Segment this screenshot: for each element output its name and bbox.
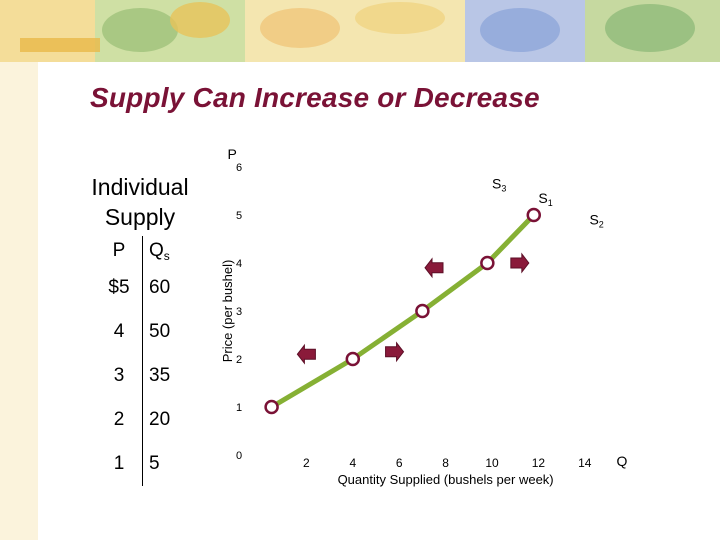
supply-point-marker: [415, 303, 430, 319]
supply-point-marker: [345, 351, 361, 367]
supply-point-marker: [526, 207, 542, 223]
quantity-cell: 5: [149, 453, 160, 474]
y-tick-label: 4: [236, 258, 242, 270]
y-tick-label: 5: [236, 210, 242, 222]
curve-label: S1: [538, 190, 552, 208]
x-tick-label: 6: [396, 456, 403, 470]
decorative-banner: [0, 0, 720, 62]
curve-label: S3: [492, 176, 506, 194]
x-tick-label: 2: [303, 456, 310, 470]
supply-curve-line: [269, 212, 537, 410]
supply-schedule-table: P Qs $5 60 4 50 3 35 2 20 1 5: [96, 236, 195, 486]
x-tick-label: 8: [442, 456, 449, 470]
x-tick-label: 14: [578, 456, 592, 470]
quantity-column-header: Qs: [143, 236, 196, 266]
curve-label-subscript: 3: [501, 184, 506, 194]
price-cell: 2: [96, 398, 143, 442]
table-row: 4 50: [96, 310, 195, 354]
y-axis-letter: P: [227, 146, 236, 162]
quantity-cell: 60: [149, 277, 171, 298]
x-tick-label: 10: [485, 456, 499, 470]
shift-left-arrow: [296, 343, 316, 365]
price-cell: 3: [96, 354, 143, 398]
curve-label-letter: S: [492, 176, 501, 192]
y-axis-title: Price (per bushel): [220, 260, 235, 363]
y-tick-label: 0: [236, 450, 242, 462]
curve-label-letter: S: [538, 190, 547, 206]
y-tick-label: 6: [236, 162, 242, 174]
individual-supply-heading: Individual Supply: [70, 172, 210, 232]
supply-point-marker: [264, 399, 279, 415]
curve-label-subscript: 1: [548, 198, 553, 208]
side-title-line2: Supply: [104, 204, 176, 230]
table-row: 2 20: [96, 398, 195, 442]
quantity-header-letter: Q: [149, 239, 164, 261]
x-tick-label: 4: [349, 456, 356, 470]
price-cell: 4: [96, 310, 143, 354]
table-row: $5 60: [96, 266, 195, 310]
quantity-header-subscript: s: [163, 248, 170, 263]
y-tick-label: 1: [236, 402, 242, 414]
quantity-cell: 35: [149, 365, 171, 386]
x-axis-title: Quantity Supplied (bushels per week): [338, 472, 554, 487]
quantity-cell: 50: [149, 321, 171, 342]
price-column-header: P: [96, 236, 143, 266]
price-cell: 1: [96, 442, 143, 486]
shift-left-arrow: [424, 257, 444, 279]
x-tick-label: 12: [532, 456, 546, 470]
shift-right-arrow: [385, 341, 405, 363]
content-panel: [38, 62, 720, 540]
shift-right-arrow: [510, 252, 530, 274]
side-title-line1: Individual: [91, 174, 189, 200]
table-header-row: P Qs: [96, 236, 195, 266]
price-cell: $5: [96, 266, 143, 310]
table-row: 1 5: [96, 442, 195, 486]
curve-label: S2: [589, 212, 603, 230]
curve-label-subscript: 2: [599, 220, 604, 230]
quantity-cell: 20: [149, 409, 171, 430]
x-axis-letter: Q: [616, 453, 627, 469]
y-tick-label: 2: [236, 354, 242, 366]
y-tick-label: 3: [236, 306, 242, 318]
table-row: 3 35: [96, 354, 195, 398]
slide-title: Supply Can Increase or Decrease: [90, 82, 540, 113]
supply-point-marker: [480, 255, 495, 271]
curve-label-letter: S: [589, 212, 598, 228]
